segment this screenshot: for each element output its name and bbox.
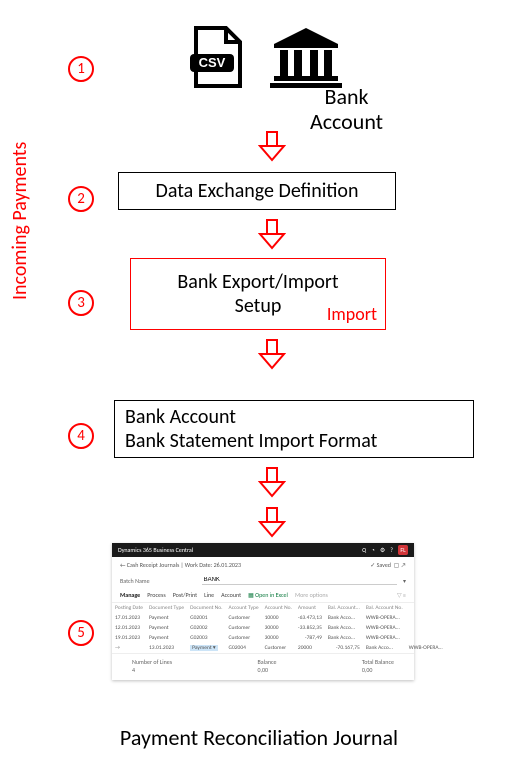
- arrow-3: [258, 338, 286, 372]
- help-icon: ?: [390, 546, 393, 554]
- batch-name-input[interactable]: [202, 576, 397, 585]
- box-export-import-setup: Bank Export/Import Setup Import: [130, 258, 386, 330]
- arrow-1: [258, 130, 286, 164]
- table-row[interactable]: 17.01.2023PaymentG02001Customer10000-63.…: [112, 613, 446, 623]
- step-5-marker: 5: [68, 620, 94, 646]
- table-row[interactable]: →13.01.2023Payment ▾G02004Customer20000-…: [112, 643, 446, 653]
- vertical-label: Incoming Payments: [8, 142, 32, 300]
- table-row[interactable]: 19.01.2023PaymentG02003Customer30000-787…: [112, 633, 446, 643]
- step-3-marker: 3: [68, 290, 94, 316]
- cmd-postprint[interactable]: Post/Print: [173, 591, 197, 599]
- bank-icon: [270, 26, 342, 88]
- avatar: FL: [398, 545, 408, 555]
- top-icons: CSV: [190, 26, 342, 88]
- ss-command-bar: Manage Process Post/Print Line Account ▦…: [112, 588, 414, 603]
- bank-caption: BankAccount: [310, 84, 383, 135]
- table-row[interactable]: 12.01.2023PaymentG02002Customer30000-33.…: [112, 623, 446, 633]
- ss-breadcrumb-row: ← Cash Receipt Journals | Work Date: 26.…: [112, 557, 414, 573]
- ss-footer: Number of Lines4 Balance0,00 Total Balan…: [112, 653, 414, 680]
- gear-icon: ⚙: [380, 546, 385, 554]
- clock-icon: ◔: [371, 546, 375, 554]
- box-data-exchange: Data Exchange Definition: [118, 172, 396, 210]
- step-4-marker: 4: [68, 423, 94, 449]
- csv-file-icon: CSV: [190, 26, 246, 88]
- svg-text:CSV: CSV: [199, 55, 226, 70]
- cmd-process[interactable]: Process: [147, 591, 165, 599]
- ss-grid: Posting DateDocument TypeDocument No.Acc…: [112, 603, 446, 653]
- app-screenshot: Dynamics 365 Business Central Q ◔ ⚙ ? FL…: [112, 543, 414, 680]
- cmd-line[interactable]: Line: [204, 591, 214, 599]
- ss-topbar: Dynamics 365 Business Central Q ◔ ⚙ ? FL: [112, 543, 414, 557]
- import-tag: Import: [327, 303, 377, 325]
- bottom-caption: Payment Reconciliation Journal: [0, 724, 518, 751]
- arrow-5: [258, 506, 286, 540]
- box-bank-account-format: Bank Account Bank Statement Import Forma…: [114, 400, 474, 458]
- step-1-marker: 1: [68, 56, 94, 82]
- cmd-manage[interactable]: Manage: [120, 591, 140, 599]
- arrow-4: [258, 466, 286, 500]
- search-icon: Q: [362, 546, 366, 554]
- ss-batch-row: Batch Name ▾: [112, 573, 414, 588]
- arrow-2: [258, 218, 286, 252]
- cmd-account[interactable]: Account: [221, 591, 241, 599]
- ss-title: Dynamics 365 Business Central: [118, 546, 193, 554]
- cmd-more[interactable]: More options: [295, 591, 328, 599]
- cmd-excel[interactable]: ▦ Open in Excel: [248, 591, 288, 599]
- step-2-marker: 2: [68, 186, 94, 212]
